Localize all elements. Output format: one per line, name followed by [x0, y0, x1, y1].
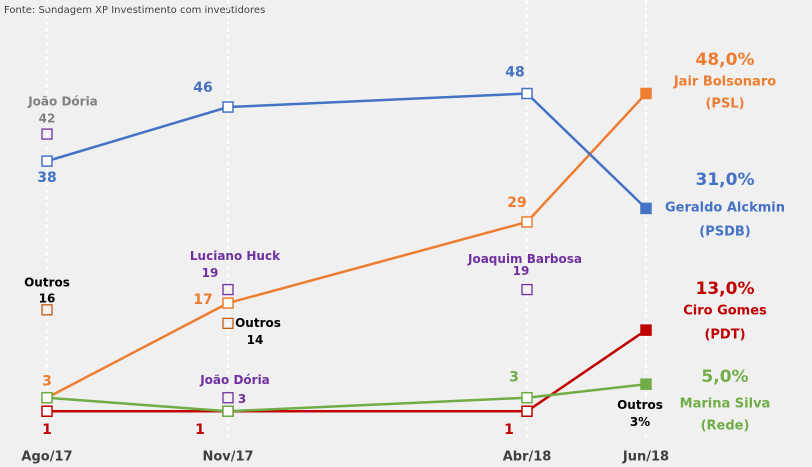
annotation-value: 19: [513, 264, 530, 278]
legend-value: 31,0%: [696, 170, 755, 190]
series-line: [46, 92, 647, 399]
series-line: [47, 329, 647, 413]
legend-party: (PDT): [704, 328, 745, 343]
source: Fonte: Sondagem XP Investimento com inve…: [4, 5, 265, 16]
legend-name: Jair Bolsonaro: [673, 75, 776, 90]
value-label: 48: [505, 65, 524, 81]
annotation-name: Luciano Huck: [190, 249, 281, 263]
x-tick-label: Jun/18: [622, 450, 669, 465]
legend-party: (PSDB): [699, 225, 750, 240]
value-label: 1: [504, 422, 514, 438]
value-label: 17: [193, 292, 212, 308]
x-tick-label: Nov/17: [202, 450, 253, 465]
point: [521, 216, 533, 228]
value-label: 3: [509, 370, 519, 386]
annotation-value: 16: [39, 291, 56, 305]
legend-value: 5,0%: [701, 367, 748, 387]
legend-name: Marina Silva: [680, 397, 771, 412]
x-tick-label: Abr/18: [503, 450, 552, 465]
point: [222, 297, 234, 309]
annotation-name: Outros: [24, 275, 70, 289]
annotation-name: João Dória: [199, 373, 270, 387]
point: [41, 155, 53, 167]
annotation-marker: [41, 304, 53, 316]
point: [521, 405, 533, 417]
point: [521, 391, 533, 404]
point: [41, 405, 53, 417]
x-tick-label: Ago/17: [21, 450, 72, 465]
legend-name: Geraldo Alckmin: [665, 201, 785, 216]
annotation-marker: [521, 283, 533, 296]
annotation-value: 3: [238, 392, 246, 406]
annotation-marker: [222, 317, 234, 330]
annotation-name: João Dória: [27, 95, 98, 109]
annotation-value: 14: [247, 333, 264, 347]
point: [222, 101, 234, 113]
annotation-name: Outros: [235, 316, 281, 330]
annotation-name: Joaquim Barbosa: [467, 252, 582, 266]
value-label: 1: [195, 422, 205, 438]
legend-name: Ciro Gomes: [683, 304, 767, 319]
annotation-marker: [222, 283, 234, 296]
value-label: 46: [193, 80, 212, 96]
value-label: 38: [37, 170, 56, 186]
annotation-marker: [41, 128, 53, 140]
value-label: 3: [42, 374, 52, 390]
legend-party: (Rede): [701, 419, 750, 434]
point: [640, 87, 652, 100]
legend-party: (PSL): [705, 97, 744, 112]
series-line: [46, 382, 647, 413]
annotation-marker: [222, 392, 234, 404]
annotation-value: 3%: [630, 415, 650, 429]
point: [640, 378, 652, 390]
annotation-value: 42: [39, 112, 56, 126]
legend-value: 13,0%: [696, 279, 755, 299]
legend-value: 48,0%: [696, 50, 755, 70]
value-label: 29: [507, 195, 526, 211]
point: [521, 87, 533, 100]
point: [222, 405, 234, 417]
point: [640, 202, 652, 215]
annotation-name: Outros: [617, 398, 663, 412]
point: [41, 391, 53, 404]
annotation-value: 19: [202, 266, 219, 280]
point: [640, 324, 652, 336]
series-line: [46, 92, 647, 210]
value-label: 1: [42, 422, 52, 438]
